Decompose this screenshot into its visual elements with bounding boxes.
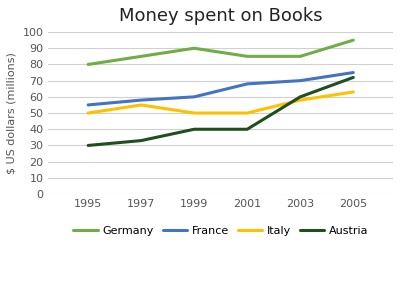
Austria — [192, 127, 196, 131]
France — [192, 95, 196, 99]
Line: Germany: Germany — [88, 40, 353, 65]
Italy — [86, 111, 90, 115]
Austria — [351, 76, 356, 79]
Austria — [86, 144, 90, 147]
Germany — [298, 54, 303, 58]
France — [245, 82, 250, 86]
Italy — [298, 98, 303, 102]
Germany — [245, 54, 250, 58]
Italy — [245, 111, 250, 115]
Germany — [351, 38, 356, 42]
Y-axis label: $ US dollars (millions): $ US dollars (millions) — [7, 52, 17, 174]
Line: France: France — [88, 73, 353, 105]
Austria — [139, 139, 144, 142]
France — [139, 98, 144, 102]
Austria — [298, 95, 303, 99]
Germany — [86, 63, 90, 66]
France — [351, 71, 356, 74]
Line: Austria: Austria — [88, 77, 353, 145]
Line: Italy: Italy — [88, 92, 353, 113]
Title: Money spent on Books: Money spent on Books — [119, 7, 322, 25]
Italy — [351, 90, 356, 94]
France — [86, 103, 90, 107]
Legend: Germany, France, Italy, Austria: Germany, France, Italy, Austria — [69, 222, 372, 240]
Germany — [192, 46, 196, 50]
Italy — [192, 111, 196, 115]
Austria — [245, 127, 250, 131]
Germany — [139, 54, 144, 58]
France — [298, 79, 303, 83]
Italy — [139, 103, 144, 107]
